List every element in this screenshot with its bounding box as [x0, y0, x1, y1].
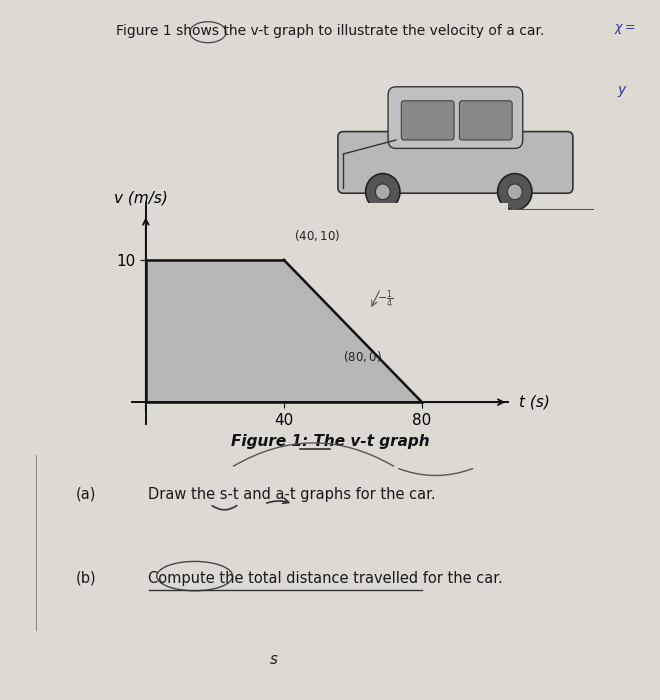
Text: Draw the s-t and a-t graphs for the car.: Draw the s-t and a-t graphs for the car.	[148, 486, 436, 501]
Text: $(80, 0)$: $(80, 0)$	[343, 349, 381, 364]
Text: $\chi =$: $\chi =$	[614, 22, 636, 36]
FancyBboxPatch shape	[459, 101, 512, 140]
Polygon shape	[146, 260, 422, 402]
FancyBboxPatch shape	[401, 101, 454, 140]
Circle shape	[376, 184, 390, 199]
Text: Compute the total distance travelled for the car.: Compute the total distance travelled for…	[148, 570, 503, 585]
Text: (b): (b)	[76, 570, 96, 585]
FancyBboxPatch shape	[388, 87, 523, 148]
Text: (a): (a)	[76, 486, 96, 501]
FancyBboxPatch shape	[338, 132, 573, 193]
Text: Figure 1: The v-t graph: Figure 1: The v-t graph	[231, 434, 429, 449]
Text: $\mathit{y}$: $\mathit{y}$	[617, 84, 628, 99]
Text: $-\frac{1}{4}$: $-\frac{1}{4}$	[377, 289, 393, 311]
Text: v (m/s): v (m/s)	[114, 191, 168, 206]
Text: t (s): t (s)	[519, 395, 549, 409]
Text: $s$: $s$	[269, 652, 279, 667]
Circle shape	[366, 174, 400, 210]
Circle shape	[508, 184, 522, 199]
Text: Figure 1 shows the v-t graph to illustrate the velocity of a car.: Figure 1 shows the v-t graph to illustra…	[115, 25, 544, 38]
Circle shape	[498, 174, 532, 210]
Text: $(40, 10)$: $(40, 10)$	[294, 228, 341, 243]
